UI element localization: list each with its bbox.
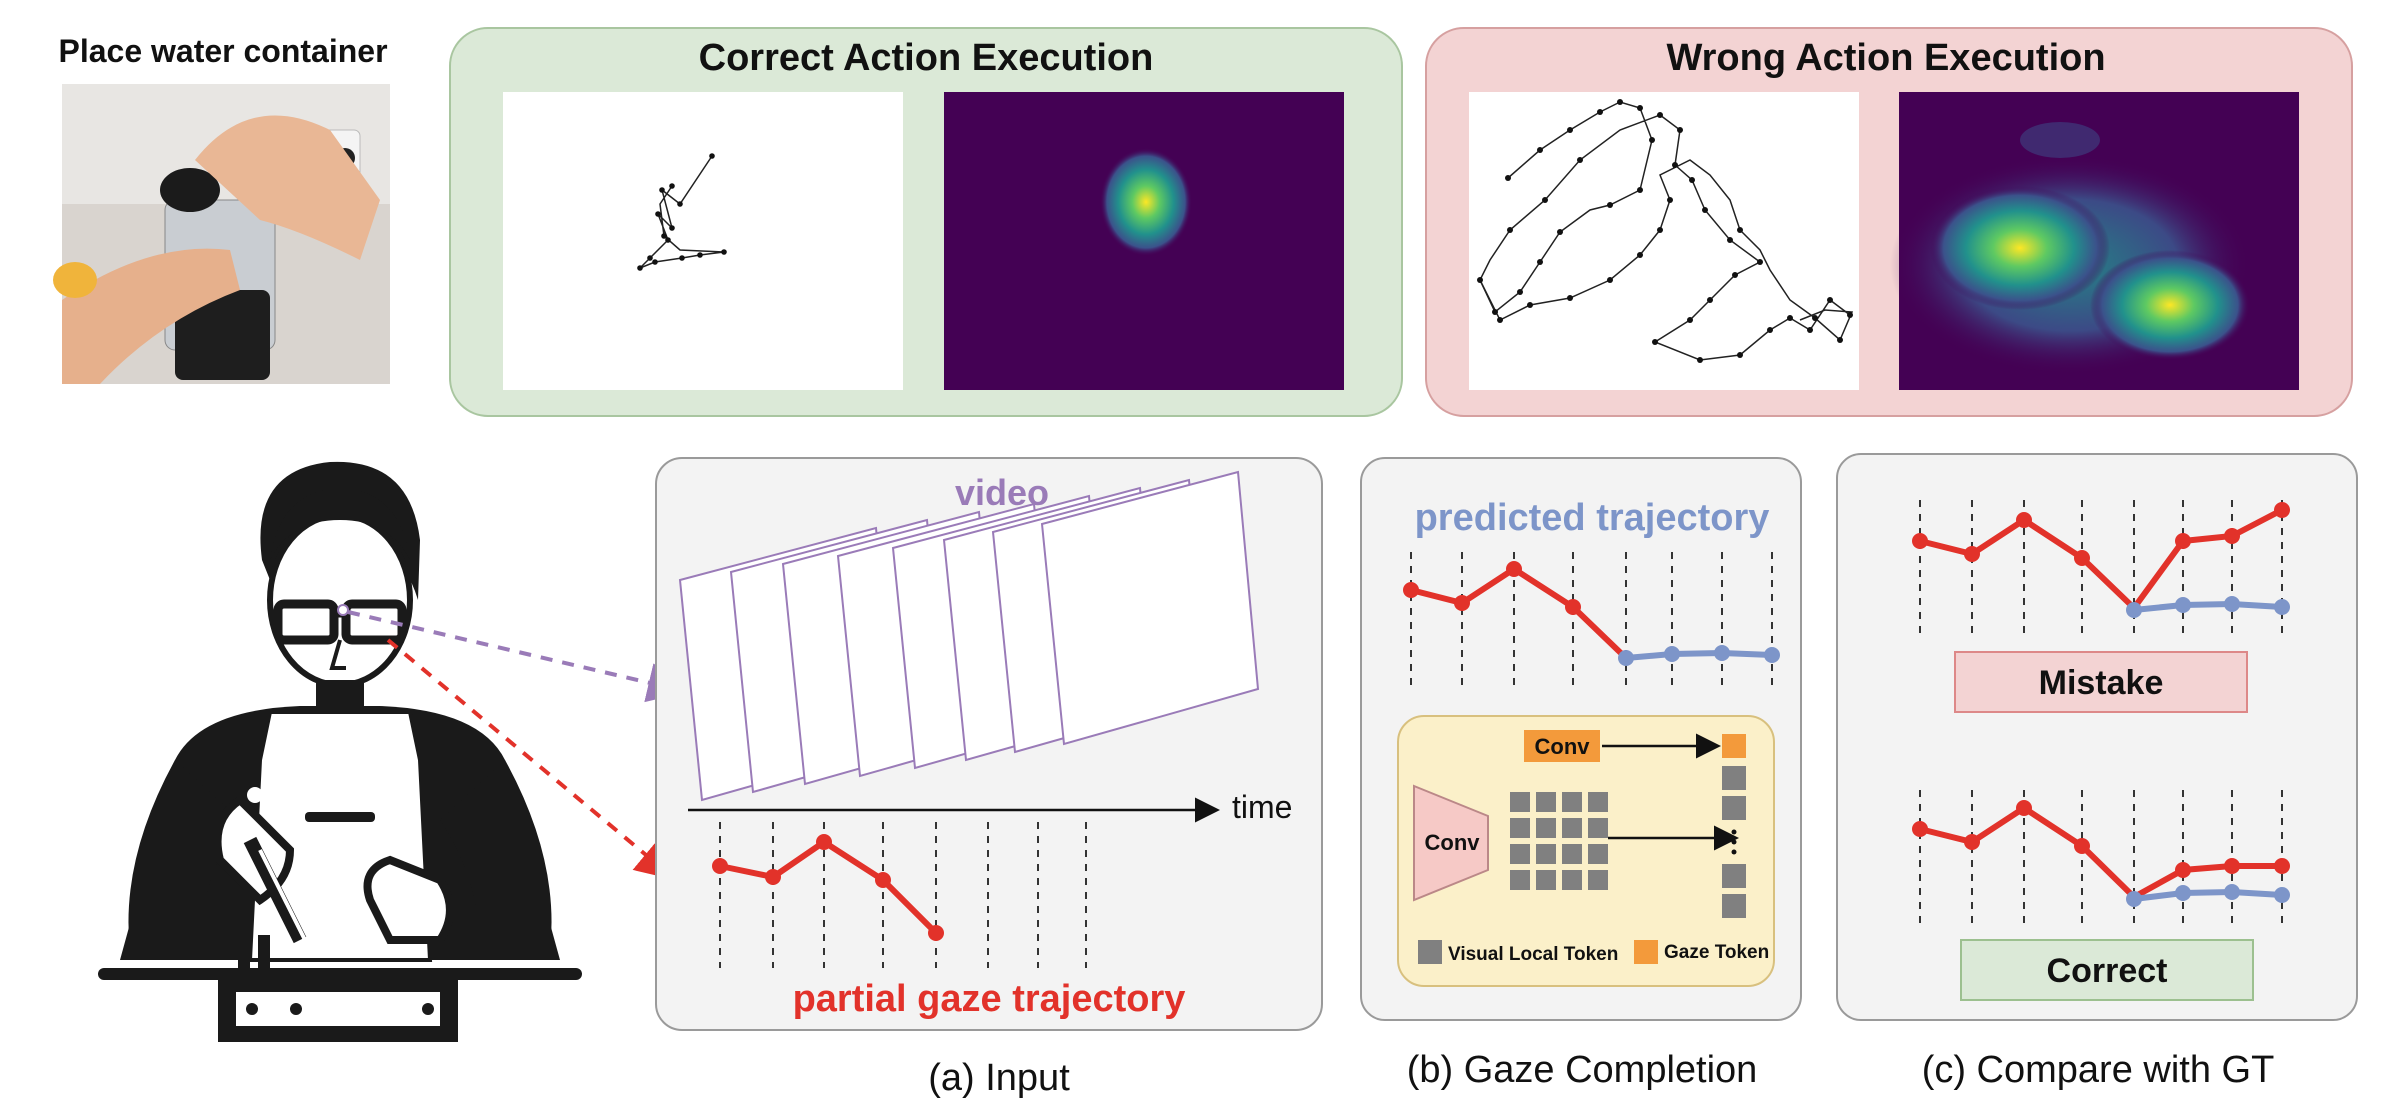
video-frames: [678, 470, 1260, 802]
mistake-gt-series: [1912, 502, 2290, 613]
mistake-label: Mistake: [2039, 664, 2164, 702]
wrong-execution-title: Wrong Action Execution: [1666, 37, 2105, 79]
wrong-scanpath-plot: [1469, 92, 1859, 390]
completion-blue-series: [1618, 645, 1780, 666]
model-box: [1397, 715, 1775, 987]
mistake-pred-series: [2126, 596, 2290, 618]
visual-token-grid: [1510, 792, 1608, 890]
correct-label: Correct: [2047, 952, 2168, 990]
wrong-scanpath: [1477, 99, 1854, 363]
conv-big-label: Conv: [1425, 830, 1481, 855]
correct-scanpath-plot: [503, 92, 903, 390]
predicted-trajectory-label: predicted trajectory: [1415, 497, 1770, 539]
token-column: [1722, 734, 1746, 918]
completion-caption: (b) Gaze Completion: [1407, 1049, 1758, 1091]
legend-visual-swatch: [1418, 940, 1442, 964]
mistake-gridlines: [1919, 500, 2283, 640]
conv-big-block: [1413, 784, 1489, 902]
conv-small-label: Conv: [1535, 734, 1591, 759]
wrong-heatmap-blob-1: [1930, 186, 2110, 310]
wrong-heatmap-blob-2: [2090, 250, 2250, 360]
compare-caption: (c) Compare with GT: [1922, 1049, 2275, 1091]
correct-pred-series: [2126, 884, 2290, 907]
partial-trajectory-label: partial gaze trajectory: [793, 978, 1186, 1020]
correct-scanpath: [637, 153, 727, 271]
legend-gaze-swatch: [1634, 940, 1658, 964]
task-label: Place water container: [58, 33, 387, 69]
gaze-to-trajectory-arrow: [386, 638, 677, 881]
person-illustration: [98, 461, 582, 1042]
conv-small-block: [1524, 730, 1600, 762]
completion-time-gridlines: [1410, 552, 1773, 690]
correct-execution-title: Correct Action Execution: [699, 37, 1154, 79]
input-caption: (a) Input: [928, 1057, 1070, 1099]
legend-gaze-label: Gaze Token: [1664, 942, 1769, 963]
wrong-heatmap-faint: [2020, 122, 2100, 158]
completion-red-series: [1403, 561, 1629, 661]
input-time-gridlines: [719, 822, 1087, 968]
mistake-badge: [1954, 651, 2248, 713]
legend-visual-label: Visual Local Token: [1448, 944, 1618, 965]
time-label: time: [1232, 789, 1292, 825]
compare-panel: [1836, 453, 2358, 1021]
task-photo: [53, 84, 390, 384]
partial-gaze-trajectory: [712, 834, 944, 941]
correct-heatmap-blob: [1100, 148, 1192, 256]
correct-gt-series: [1912, 800, 2290, 901]
correct-badge: [1960, 939, 2254, 1001]
